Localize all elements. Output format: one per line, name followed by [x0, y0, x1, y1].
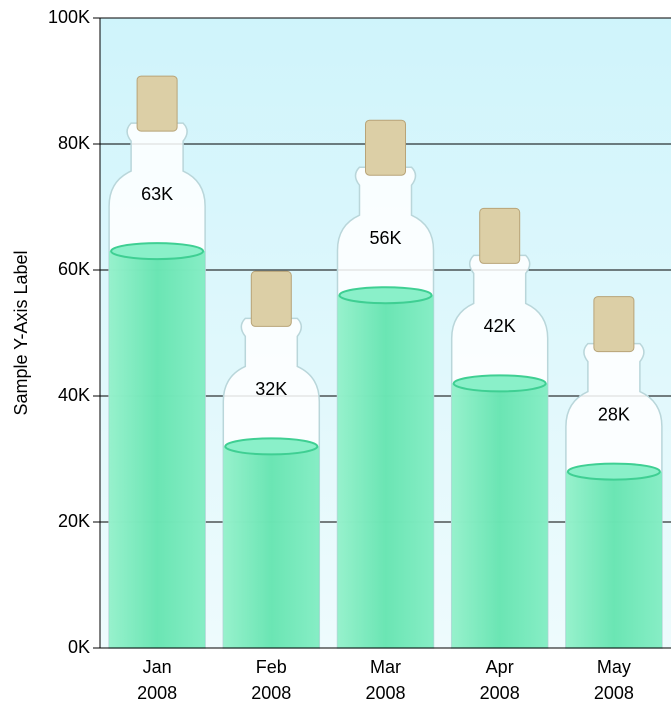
liquid-surface	[340, 287, 432, 303]
bottle-cork	[366, 120, 406, 175]
liquid-surface	[111, 243, 203, 259]
x-tick-label: Apr 2008	[470, 654, 530, 706]
x-tick-label: Mar 2008	[356, 654, 416, 706]
y-tick-label: 20K	[58, 511, 90, 531]
y-tick-label: 60K	[58, 259, 90, 279]
bottle-cork	[480, 208, 520, 263]
bar	[338, 295, 434, 648]
bottle-cork	[137, 76, 177, 131]
liquid-surface	[568, 464, 660, 480]
liquid-surface	[225, 438, 317, 454]
bar	[566, 472, 662, 648]
bar	[223, 446, 319, 648]
y-tick-label: 40K	[58, 385, 90, 405]
bar	[109, 251, 205, 648]
y-tick-label: 100K	[48, 7, 90, 27]
x-tick-label: May 2008	[584, 654, 644, 706]
bottle-cork	[594, 297, 634, 352]
data-label: 42K	[484, 316, 516, 336]
y-axis-label: Sample Y-Axis Label	[11, 250, 31, 415]
y-tick-label: 80K	[58, 133, 90, 153]
bar	[452, 383, 548, 648]
x-tick-label: Feb 2008	[241, 654, 301, 706]
x-tick-label: Jan 2008	[127, 654, 187, 706]
page: Sample Y-Axis Label 0K 20K 40K 60K 80K 100K 63…	[0, 0, 671, 713]
chart: Sample Y-Axis Label 0K 20K 40K 60K 80K 100K 63…	[0, 0, 671, 713]
y-tick-label: 0K	[68, 637, 90, 657]
data-label: 56K	[369, 228, 401, 248]
data-label: 63K	[141, 184, 173, 204]
liquid-surface	[454, 375, 546, 391]
data-label: 28K	[598, 404, 630, 424]
bottle-cork	[251, 271, 291, 326]
data-label: 32K	[255, 379, 287, 399]
